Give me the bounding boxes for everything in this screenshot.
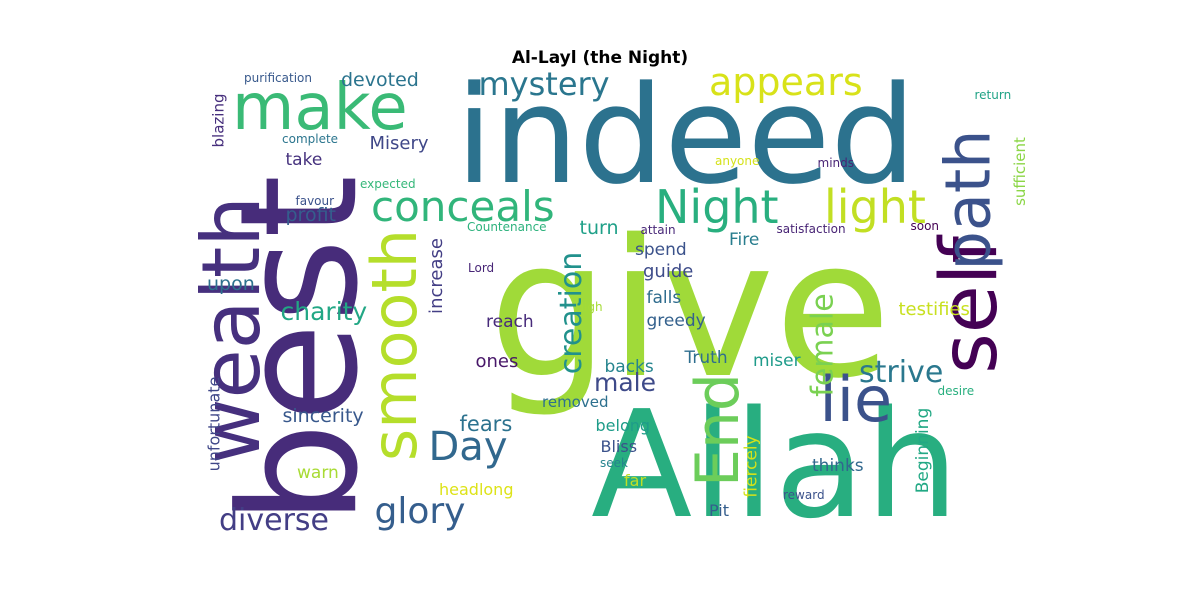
word-miser: miser [753, 350, 801, 371]
word-guide: guide [643, 261, 694, 282]
word-conceals: conceals [371, 182, 555, 231]
word-headlong: headlong [439, 480, 514, 499]
word-attain: attain [640, 223, 676, 237]
word-give: give [488, 199, 892, 420]
word-falls: falls [646, 287, 682, 308]
word-male: male [594, 367, 656, 397]
word-allah: Allah [591, 379, 959, 551]
word-anyone: anyone [715, 154, 760, 168]
word-profit: profit [285, 203, 337, 226]
word-appears: appears [709, 60, 863, 104]
word-favour: favour [295, 194, 335, 208]
word-strive: strive [859, 355, 944, 390]
word-indeed: indeed [455, 56, 917, 214]
word-return: return [974, 88, 1012, 102]
word-bliss: Bliss [600, 437, 638, 456]
word-mystery: mystery [478, 65, 610, 103]
word-sincerity: sincerity [282, 404, 364, 427]
word-satisfaction: satisfaction [776, 222, 846, 236]
word-make: make [232, 71, 408, 145]
word-seek: seek [600, 456, 628, 470]
word-reach: reach [486, 311, 534, 332]
word-smooth: smooth [358, 228, 432, 462]
word-night: Night [655, 180, 779, 234]
word-truth: Truth [684, 347, 728, 368]
word-complete: complete [282, 132, 339, 146]
word-diverse: diverse [219, 503, 330, 538]
word-high: High [575, 300, 603, 314]
word-female: female [805, 293, 841, 397]
word-fiercely: fiercely [741, 434, 762, 498]
word-light: light [824, 180, 926, 234]
word-warn: warn [297, 462, 339, 483]
word-take: take [285, 149, 323, 170]
word-removed: removed [542, 392, 609, 411]
word-desire: desire [937, 384, 975, 398]
word-greedy: greedy [646, 310, 706, 331]
word-devoted: devoted [341, 68, 419, 91]
word-spend: spend [635, 239, 687, 260]
word-reward: reward [783, 488, 825, 502]
word-ones: ones [475, 351, 519, 372]
word-beginning: Beginning [912, 407, 933, 493]
word-belong: belong [595, 416, 651, 435]
figure-title: Al-Layl (the Night) [511, 48, 689, 68]
word-thinks: thinks [812, 455, 864, 476]
word-misery: Misery [369, 133, 429, 154]
word-turn: turn [579, 216, 619, 239]
word-testifies: testifies [898, 299, 970, 320]
word-backs: backs [604, 356, 654, 377]
word-minds: minds [817, 156, 855, 170]
word-purification: purification [244, 71, 312, 85]
word-charity: charity [280, 296, 368, 326]
word-blazing: blazing [209, 93, 228, 147]
word-expected: expected [360, 177, 416, 191]
word-upon: upon [207, 272, 255, 295]
word-sufficient: sufficient [1010, 136, 1029, 206]
word-fears: fears [459, 411, 513, 436]
word-increase: increase [425, 238, 447, 314]
word-unfortunate: unfortunate [203, 376, 223, 472]
word-lord: Lord [468, 261, 495, 275]
word-path: path [930, 129, 1004, 271]
word-lie: lie [819, 363, 893, 436]
word-fire: Fire [729, 229, 760, 250]
word-far: far [624, 471, 647, 490]
word-end: End [683, 372, 754, 488]
word-pit: Pit [709, 501, 730, 520]
word-soon: soon [910, 219, 940, 233]
word-day: Day [428, 424, 508, 470]
word-countenance: Countenance [467, 220, 547, 234]
word-glory: glory [374, 491, 466, 532]
